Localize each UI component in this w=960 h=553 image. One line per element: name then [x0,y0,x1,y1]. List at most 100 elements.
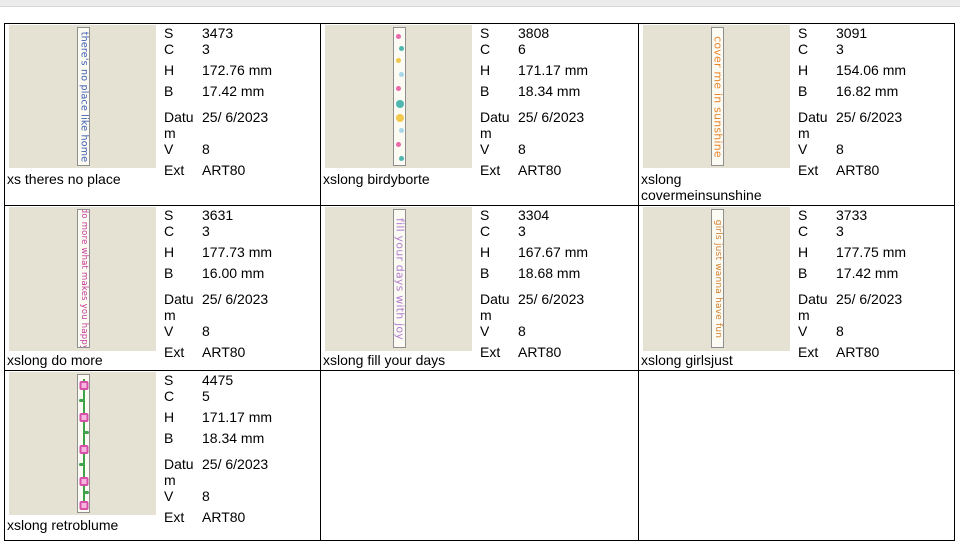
spec-date: Datum 25/ 6/2023 [480,291,585,323]
spec-stitches: S 4475 [164,372,234,388]
spec-height: H 167.67 mm [480,244,589,260]
design-cell[interactable]: there's no place like home xs theres no … [5,24,321,206]
spec-stitches: S 3808 [480,25,550,41]
flower-icon [79,445,88,454]
design-cell[interactable]: fill your days with joy xslong fill your… [321,206,639,371]
design-name: xslong birdyborte [323,171,430,187]
bird-motif [396,100,404,108]
spec-width: B 17.42 mm [164,83,265,99]
flower-icon [79,413,88,422]
spec-date: Datum 25/ 6/2023 [798,291,903,323]
spec-height: H 171.17 mm [164,409,273,425]
spec-date: Datum 25/ 6/2023 [164,456,269,488]
design-name: xslong fill your days [323,352,446,368]
table-row: do more what makes you happy xslong do m… [5,206,955,371]
spec-extension: Ext ART80 [164,162,246,178]
leaf-icon [84,491,89,494]
design-name: xslong do more [7,352,103,368]
design-cell[interactable]: girls just wanna have fun xslong girlsju… [639,206,955,371]
spec-date: Datum 25/ 6/2023 [164,109,269,141]
spec-height: H 172.76 mm [164,62,273,78]
design-name: xslong retroblume [7,517,119,533]
bird-motif [399,128,404,133]
flower-stem [82,379,85,509]
design-cell[interactable]: do more what makes you happy xslong do m… [5,206,321,371]
spec-width: B 18.68 mm [480,265,581,281]
embroidery-strip: fill your days with joy [393,209,406,348]
bird-motif [396,142,401,147]
design-thumbnail [9,372,156,515]
spec-width: B 17.42 mm [798,265,899,281]
leaf-icon [79,463,84,466]
bird-motif [399,72,404,77]
embroidery-strip [393,27,406,166]
design-thumbnail: cover me in sunshine [643,25,790,168]
spec-width: B 16.82 mm [798,83,899,99]
design-thumbnail: girls just wanna have fun [643,207,790,351]
spec-date: Datum 25/ 6/2023 [164,291,269,323]
spec-extension: Ext ART80 [164,344,246,360]
embroidery-design-table: there's no place like home xs theres no … [4,23,955,541]
flower-icon [79,381,88,390]
embroidery-strip: do more what makes you happy [77,209,90,348]
spec-extension: Ext ART80 [164,509,246,525]
spec-date: Datum 25/ 6/2023 [480,109,585,141]
flower-icon [79,501,88,510]
spec-stitches: S 3733 [798,207,868,223]
bird-motif [396,86,401,91]
spec-stitches: S 3304 [480,207,550,223]
spec-stitches: S 3631 [164,207,234,223]
design-name: xslong girlsjust [641,352,733,368]
bird-motif [396,114,404,122]
design-thumbnail [325,25,472,168]
spec-width: B 18.34 mm [164,430,265,446]
bird-motif [399,46,404,51]
design-name: xslong covermeinsunshine [641,171,762,203]
bird-motif [399,156,404,161]
spec-width: B 16.00 mm [164,265,265,281]
spec-height: H 154.06 mm [798,62,907,78]
spec-height: H 171.17 mm [480,62,589,78]
design-thumbnail: there's no place like home [9,25,156,168]
spec-stitches: S 3473 [164,25,234,41]
strip-lettering: fill your days with joy [393,217,406,340]
leaf-icon [84,431,89,434]
spec-height: H 177.73 mm [164,244,273,260]
flower-icon [79,477,88,486]
embroidery-strip: there's no place like home [77,27,90,166]
spec-extension: Ext ART80 [798,344,880,360]
spec-date: Datum 25/ 6/2023 [798,109,903,141]
spec-width: B 18.34 mm [480,83,581,99]
strip-lettering: there's no place like home [78,31,89,162]
spec-extension: Ext ART80 [480,162,562,178]
embroidery-strip [77,374,90,513]
table-row: there's no place like home xs theres no … [5,24,955,206]
spec-extension: Ext ART80 [798,162,880,178]
bird-motif [396,58,401,63]
embroidery-strip: cover me in sunshine [711,27,724,166]
spec-height: H 177.75 mm [798,244,907,260]
design-thumbnail: fill your days with joy [325,207,472,351]
empty-cell [639,371,955,541]
design-cell[interactable]: cover me in sunshine xslong covermeinsun… [639,24,955,206]
